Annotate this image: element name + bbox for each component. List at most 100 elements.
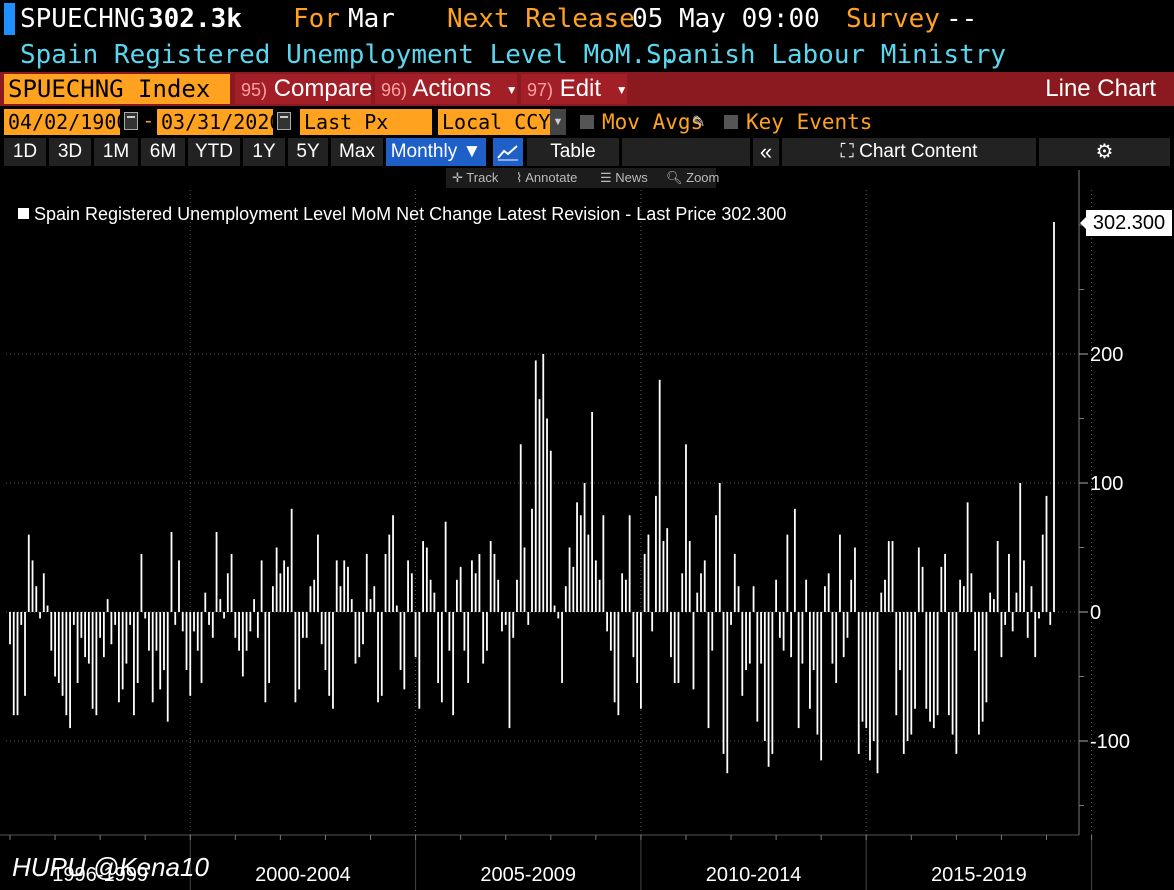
bar — [636, 612, 639, 683]
bar — [343, 560, 346, 612]
range-6m[interactable]: 6M — [141, 138, 185, 166]
chart-content-icon: ⛶ — [840, 141, 854, 162]
zoom-tool[interactable]: 🔍︎ Zoom — [666, 169, 719, 187]
line-chart-icon[interactable] — [493, 138, 523, 166]
actions-label: Actions — [412, 75, 492, 102]
currency-select[interactable]: Local CCY — [438, 109, 550, 135]
bar — [226, 573, 229, 612]
bar — [621, 573, 624, 612]
bar — [726, 612, 729, 774]
table-tab[interactable]: Table — [527, 138, 619, 166]
mov-avgs-label: Mov Avgs — [602, 110, 704, 134]
end-calendar-icon[interactable] — [277, 112, 291, 130]
bar — [902, 612, 905, 754]
bar — [72, 612, 75, 625]
bar — [793, 508, 796, 612]
bar — [763, 612, 766, 741]
range-5y[interactable]: 5Y — [288, 138, 328, 166]
bar — [542, 354, 545, 612]
bar — [876, 612, 879, 774]
bar — [204, 592, 207, 612]
bar — [320, 612, 323, 645]
bar — [388, 534, 391, 612]
end-date-field[interactable]: 03/31/2020 — [157, 109, 273, 135]
range-max[interactable]: Max — [331, 138, 383, 166]
field-select[interactable]: Last Px — [300, 109, 432, 135]
bar — [452, 612, 455, 716]
bar — [1011, 612, 1014, 632]
actions-menu[interactable]: 96) Actions ▼ — [375, 74, 518, 104]
bar — [857, 612, 860, 754]
bar — [69, 612, 71, 729]
bar — [508, 612, 511, 729]
security-input[interactable]: SPUECHNG Index — [4, 74, 230, 104]
bar — [1019, 483, 1022, 612]
bar — [895, 612, 898, 716]
bar — [831, 612, 834, 664]
chart-tools: ✛ Track ⌇ Annotate ☰ News 🔍︎ Zoom — [0, 168, 1174, 188]
bar — [959, 579, 962, 612]
bar — [245, 612, 248, 651]
bar — [606, 612, 609, 632]
bar — [234, 612, 237, 638]
bar — [1034, 612, 1037, 658]
collapse-icon[interactable]: « — [753, 138, 779, 166]
bar — [899, 612, 901, 671]
bar — [850, 579, 853, 612]
bar — [110, 612, 113, 645]
chart-content-button[interactable]: ⛶ Chart Content — [782, 138, 1036, 166]
next-release-value: 05 May 09:00 — [632, 4, 820, 34]
bar — [531, 508, 533, 612]
bar — [482, 612, 485, 664]
key-events-checkbox[interactable] — [724, 115, 738, 129]
bar — [407, 560, 409, 612]
bar — [801, 612, 804, 664]
bar — [144, 612, 147, 619]
frequency-dropdown[interactable]: Monthly ▼ — [386, 138, 486, 166]
bar — [564, 586, 567, 612]
range-1d[interactable]: 1D — [4, 138, 46, 166]
pencil-icon[interactable]: ✎ — [692, 114, 706, 131]
start-date-field[interactable]: 04/02/1900 — [4, 109, 120, 135]
track-tool[interactable]: ✛ Track — [452, 169, 498, 187]
compare-button[interactable]: 95) Compare — [235, 74, 372, 104]
bar — [399, 612, 402, 671]
currency-dropdown-icon[interactable]: ▼ — [550, 109, 566, 135]
watermark: HUPU @Kena10 — [12, 852, 209, 882]
settings-gear-icon[interactable]: ⚙ — [1039, 138, 1170, 166]
range-3d[interactable]: 3D — [49, 138, 91, 166]
chart-type-label: Line Chart — [1045, 75, 1156, 102]
bar — [497, 579, 500, 612]
start-calendar-icon[interactable] — [124, 112, 138, 130]
bar — [932, 612, 935, 729]
bar-chart[interactable]: -100 0 100 200 1996-1999 2000-2004 2005-2009 2… — [0, 166, 1174, 890]
bar — [808, 612, 811, 709]
bar — [677, 612, 680, 683]
bar — [576, 502, 578, 612]
bar — [178, 560, 180, 612]
mov-avgs-checkbox[interactable] — [580, 115, 594, 129]
bar — [339, 586, 342, 612]
edit-menu[interactable]: 97) Edit ▼ — [521, 74, 628, 104]
bar — [489, 541, 492, 612]
news-icon: ☰ — [600, 170, 612, 185]
x-period-label: 1996-1999 — [52, 864, 148, 886]
bar — [632, 612, 635, 658]
bar — [463, 612, 466, 651]
bar — [166, 612, 169, 722]
bar — [914, 612, 916, 709]
bar — [140, 553, 143, 612]
range-1y[interactable]: 1Y — [243, 138, 285, 166]
range-1m[interactable]: 1M — [94, 138, 138, 166]
bar — [741, 612, 744, 696]
bar — [1026, 612, 1029, 638]
annotate-tool[interactable]: ⌇ Annotate — [516, 169, 577, 187]
bar — [1004, 612, 1007, 625]
bar — [474, 573, 477, 612]
last-price-pointer — [1080, 216, 1087, 230]
subtitle-bar: Spain Registered Unemployment Level MoM.… — [0, 38, 1174, 72]
bar — [121, 612, 124, 690]
news-tool[interactable]: ☰ News — [600, 169, 648, 187]
range-ytd[interactable]: YTD — [188, 138, 240, 166]
bar — [936, 612, 939, 716]
